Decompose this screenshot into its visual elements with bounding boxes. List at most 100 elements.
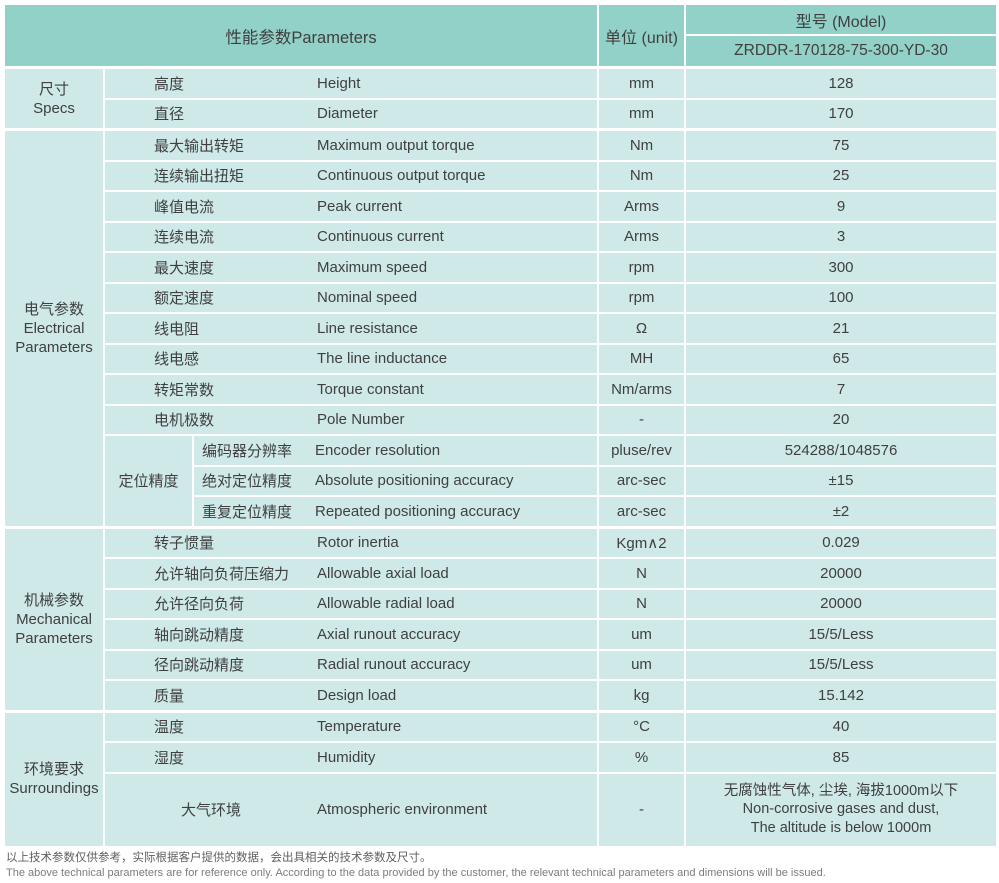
spec-value: 15/5/Less	[686, 620, 996, 649]
spec-value: ±15	[686, 466, 996, 495]
subgroup-label: 定位精度	[105, 436, 192, 526]
table-row: 线电阻 Line resistance Ω 21	[105, 314, 996, 343]
table-row: 允许轴向负荷压缩力 Allowable axial load N 20000	[105, 559, 996, 588]
table-row: 连续电流 Continuous current Arms 3	[105, 222, 996, 251]
param-en-label: Pole Number	[317, 411, 405, 429]
param-en-label: Temperature	[317, 718, 402, 736]
param-en-label: Maximum output torque	[317, 136, 475, 154]
atmospheric-value-line: 无腐蚀性气体, 尘埃, 海拔1000m以下	[723, 782, 959, 799]
table-row: 重复定位精度 Repeated positioning accuracy arc-…	[194, 497, 996, 526]
param-en-label: Axial runout accuracy	[317, 625, 461, 643]
spec-value: 15/5/Less	[686, 650, 996, 679]
spec-value: 9	[686, 192, 996, 221]
param-cn-label: 转子惯量	[154, 535, 215, 553]
header-model-label: 型号 (Model)	[686, 5, 996, 34]
param-cn-label: 径向跳动精度	[154, 657, 245, 675]
table-header: 性能参数Parameters 单位 (unit) 型号 (Model) ZRDD…	[5, 5, 996, 66]
section-surroundings: 环境要求 Surroundings 温度 Temperature °C 40 湿度…	[5, 712, 996, 846]
group-en: Surroundings	[9, 780, 99, 797]
table-row: 径向跳动精度 Radial runout accuracy um 15/5/Les…	[105, 650, 996, 679]
group-cn: 机械参数	[23, 591, 84, 609]
section-electrical: 电气参数 Electrical Parameters 最大输出转矩 Maximum…	[5, 131, 996, 526]
param-cn-label: 质量	[154, 687, 185, 705]
param-en-label: Radial runout accuracy	[317, 656, 471, 674]
table-row: 最大输出转矩 Maximum output torque Nm 75	[105, 131, 996, 160]
spec-value: 7	[686, 375, 996, 404]
unit-value: um	[599, 650, 684, 679]
group-label-surroundings: 环境要求 Surroundings	[5, 712, 103, 846]
footnote-line-en: The above technical parameters are for r…	[6, 867, 826, 879]
unit-value: rpm	[599, 253, 684, 282]
table-row: 线电感 The line inductance MH 65	[105, 344, 996, 373]
param-en-label: Diameter	[317, 105, 378, 123]
unit-value: °C	[599, 712, 684, 741]
spec-value: 300	[686, 253, 996, 282]
unit-value: N	[599, 559, 684, 588]
group-cn: 环境要求	[23, 761, 84, 778]
unit-value: -	[599, 773, 684, 846]
spec-value: 40	[686, 712, 996, 741]
param-en-label: Torque constant	[317, 380, 424, 398]
spec-value: 65	[686, 344, 996, 373]
param-en-label: Rotor inertia	[317, 534, 399, 552]
table-row: 允许径向负荷 Allowable radial load N 20000	[105, 589, 996, 618]
unit-value: kg	[599, 681, 684, 710]
table-row: 温度 Temperature °C 40	[105, 712, 996, 741]
table-row: 连续输出扭矩 Continuous output torque Nm 25	[105, 161, 996, 190]
param-en-label: Nominal speed	[317, 289, 418, 307]
param-cn-label: 温度	[154, 719, 185, 737]
unit-value: arc-sec	[599, 497, 684, 526]
table-row: 额定速度 Nominal speed rpm 100	[105, 283, 996, 312]
unit-value: Ω	[599, 314, 684, 343]
table-row: 湿度 Humidity % 85	[105, 743, 996, 772]
spec-value: 20000	[686, 559, 996, 588]
group-cn: 尺寸	[38, 80, 69, 98]
table-row: 转矩常数 Torque constant Nm/arms 7	[105, 375, 996, 404]
unit-value: mm	[599, 69, 684, 98]
param-cn-label: 允许轴向负荷压缩力	[154, 565, 290, 583]
unit-value: N	[599, 589, 684, 618]
spec-value: 128	[686, 69, 996, 98]
spec-value: 0.029	[686, 528, 996, 557]
atmospheric-value-line: Non-corrosive gases and dust,	[742, 801, 940, 818]
spec-table: 性能参数Parameters 单位 (unit) 型号 (Model) ZRDD…	[5, 5, 996, 846]
spec-value-multiline: 无腐蚀性气体, 尘埃, 海拔1000m以下 Non-corrosive gase…	[686, 773, 996, 846]
param-en-label: Peak current	[317, 197, 403, 215]
param-cn-label: 编码器分辨率	[202, 442, 293, 460]
spec-value: 15.142	[686, 681, 996, 710]
spec-value: ±2	[686, 497, 996, 526]
param-en-label: Line resistance	[317, 319, 418, 337]
param-en-label: Allowable radial load	[317, 595, 455, 613]
param-cn-label: 峰值电流	[154, 198, 215, 216]
spec-value: 75	[686, 131, 996, 160]
param-en-label: Allowable axial load	[317, 564, 449, 582]
table-row: 质量 Design load kg 15.142	[105, 681, 996, 710]
group-label-mechanical: 机械参数 Mechanical Parameters	[5, 528, 103, 710]
unit-value: mm	[599, 99, 684, 128]
param-en-label: Continuous current	[317, 228, 444, 246]
spec-value: 3	[686, 222, 996, 251]
unit-value: um	[599, 620, 684, 649]
table-row: 最大速度 Maximum speed rpm 300	[105, 253, 996, 282]
param-en-label: Maximum speed	[317, 258, 428, 276]
group-en: Specs	[33, 99, 75, 117]
spec-value: 20000	[686, 589, 996, 618]
spec-value: 100	[686, 283, 996, 312]
unit-value: Nm/arms	[599, 375, 684, 404]
param-cn-label: 额定速度	[154, 290, 215, 308]
unit-value: arc-sec	[599, 466, 684, 495]
spec-value: 21	[686, 314, 996, 343]
unit-value: Arms	[599, 222, 684, 251]
param-en-label: Atmospheric environment	[317, 801, 488, 818]
unit-value: rpm	[599, 283, 684, 312]
param-cn-label: 允许径向负荷	[154, 596, 245, 614]
footnote-line-cn: 以上技术参数仅供参考，实际根据客户提供的数据，会出具相关的技术参数及尺寸。	[6, 852, 432, 864]
param-en-label: Absolute positioning accuracy	[315, 472, 514, 490]
group-cn: 电气参数	[23, 300, 84, 318]
footnote: 以上技术参数仅供参考，实际根据客户提供的数据，会出具相关的技术参数及尺寸。 Th…	[6, 851, 826, 881]
param-cn-label: 连续输出扭矩	[154, 168, 245, 186]
section-mechanical: 机械参数 Mechanical Parameters 转子惯量 Rotor ine…	[5, 528, 996, 710]
param-cn-label: 最大输出转矩	[154, 137, 245, 155]
spec-value: 25	[686, 161, 996, 190]
spec-value: 20	[686, 405, 996, 434]
